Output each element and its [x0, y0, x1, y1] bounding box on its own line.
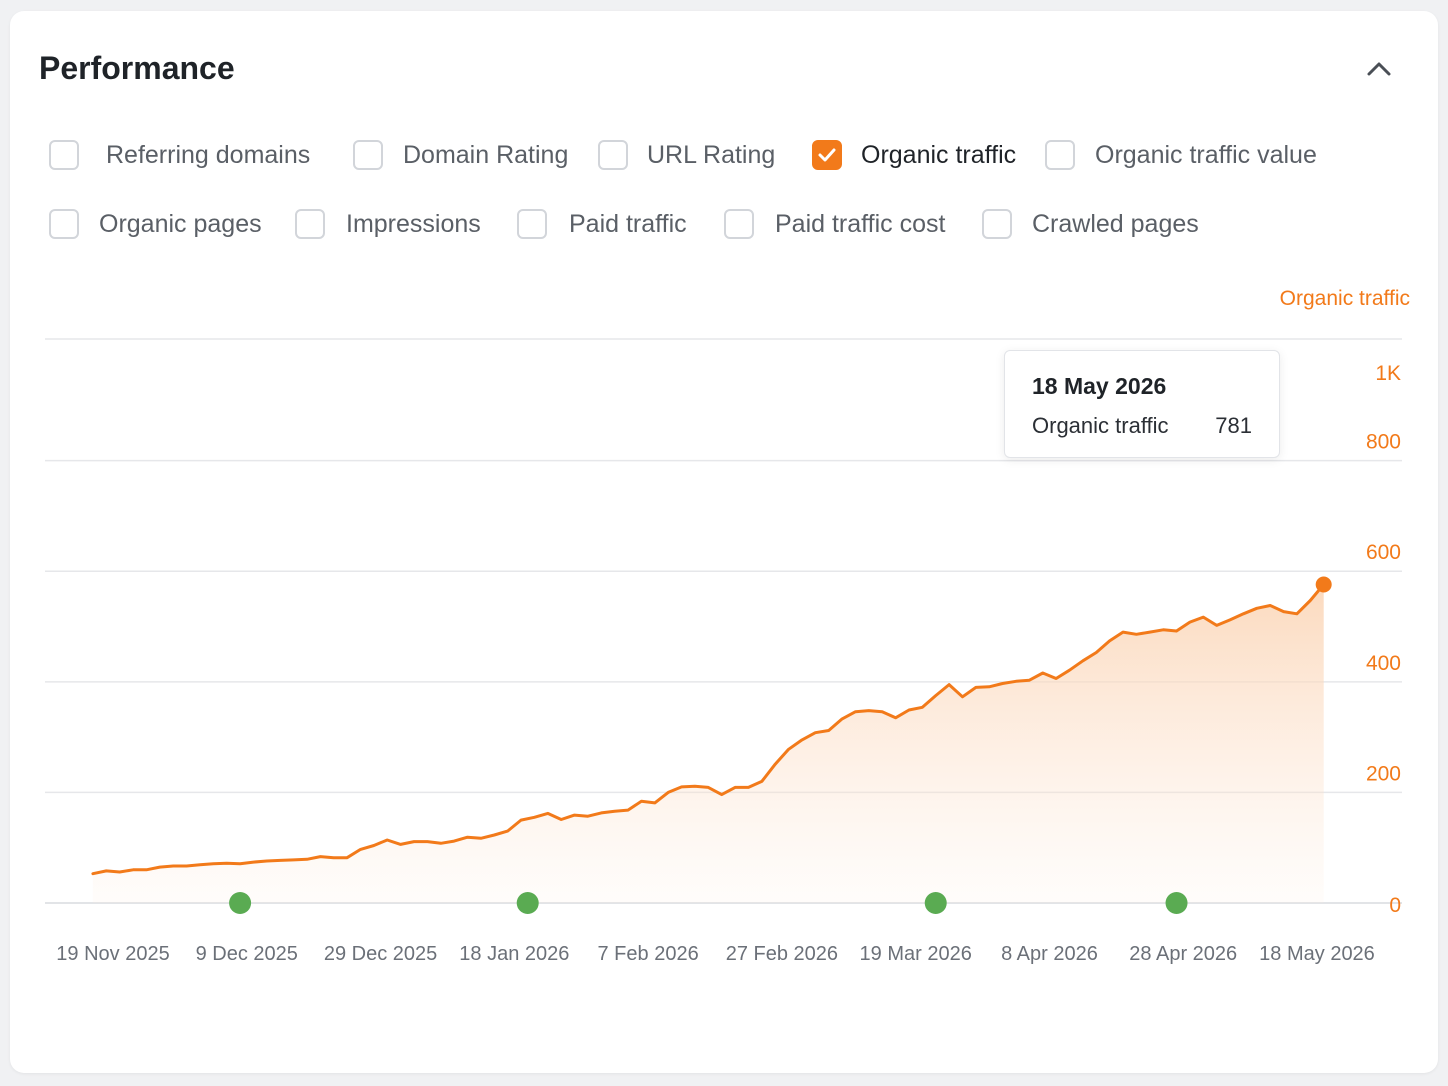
checkbox-label: URL Rating	[647, 141, 776, 169]
checkbox-box[interactable]	[49, 209, 79, 239]
tooltip-series-name: Organic traffic	[1032, 413, 1169, 438]
y-tick-label: 200	[1366, 762, 1401, 785]
chevron-up-icon	[1367, 62, 1391, 76]
annotation-marker-icon[interactable]	[516, 892, 539, 914]
checkbox-box[interactable]	[517, 209, 547, 239]
checkbox-label: Impressions	[346, 210, 481, 238]
page-title: Performance	[39, 50, 235, 86]
checkbox-label: Organic traffic	[861, 141, 1017, 169]
checkbox-label: Organic traffic value	[1095, 141, 1317, 169]
tooltip-date: 18 May 2026	[1032, 373, 1167, 399]
checkbox-box[interactable]	[1045, 140, 1075, 170]
hover-point[interactable]	[1315, 576, 1332, 593]
checkbox-box[interactable]	[598, 140, 628, 170]
checkmark-icon	[818, 148, 836, 162]
x-tick-label: 18 May 2026	[1259, 943, 1375, 965]
checkbox-label: Referring domains	[106, 141, 311, 169]
x-tick-label: 27 Feb 2026	[726, 943, 838, 965]
checkbox-label: Paid traffic cost	[775, 210, 946, 238]
x-tick-label: 7 Feb 2026	[598, 943, 699, 965]
legend-organic-traffic: Organic traffic	[1279, 287, 1410, 310]
series-area	[92, 584, 1324, 903]
checkbox-label: Organic pages	[99, 210, 262, 238]
y-tick-label: 1K	[1375, 362, 1401, 385]
annotation-marker-icon[interactable]	[229, 892, 252, 914]
checkbox-label: Domain Rating	[403, 141, 569, 169]
checkbox-box[interactable]	[724, 209, 754, 239]
x-tick-label: 28 Apr 2026	[1129, 943, 1237, 965]
series-line-organic-traffic	[91, 583, 1326, 876]
x-tick-label: 8 Apr 2026	[1001, 943, 1098, 965]
tooltip-value: 781	[1215, 413, 1252, 438]
checkbox-box[interactable]	[353, 140, 383, 170]
chart-tooltip: 18 May 2026 Organic traffic 781	[1004, 350, 1280, 458]
annotation-marker-icon[interactable]	[1165, 892, 1188, 914]
annotation-marker-icon[interactable]	[924, 892, 947, 914]
x-tick-label: 19 Nov 2025	[56, 943, 169, 965]
y-tick-label: 0	[1389, 894, 1401, 917]
checkbox-box-checked[interactable]	[812, 140, 842, 170]
x-tick-label: 9 Dec 2025	[196, 943, 298, 965]
checkbox-box[interactable]	[295, 209, 325, 239]
checkbox-box[interactable]	[982, 209, 1012, 239]
checkbox-label: Paid traffic	[569, 210, 687, 238]
y-tick-label: 800	[1366, 431, 1401, 454]
x-tick-label: 18 Jan 2026	[459, 943, 569, 965]
checkbox-box[interactable]	[49, 140, 79, 170]
y-tick-label: 600	[1366, 541, 1401, 564]
metrics-row-2: Organic pages Impressions Paid traffic P…	[38, 209, 1338, 243]
x-tick-label: 19 Mar 2026	[860, 943, 972, 965]
y-tick-label: 400	[1366, 652, 1401, 675]
metrics-row-1: Referring domains Domain Rating URL Rati…	[38, 140, 1338, 174]
checkbox-label: Crawled pages	[1032, 210, 1199, 238]
x-tick-label: 29 Dec 2025	[324, 943, 437, 965]
collapse-button[interactable]	[1362, 52, 1396, 86]
